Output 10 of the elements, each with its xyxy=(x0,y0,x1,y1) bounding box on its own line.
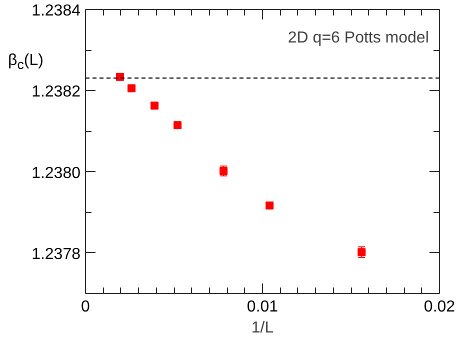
y-tick-label: 1.2380 xyxy=(32,164,81,182)
x-tick-label: 0.02 xyxy=(424,298,456,316)
y-tick-label: 1.2384 xyxy=(32,2,81,20)
annotation: 2D q=6 Potts model xyxy=(288,29,429,46)
y-tick-label: 1.2378 xyxy=(32,246,81,263)
x-tick-label: 0.01 xyxy=(246,298,278,316)
y-axis-title: β$_{c}$(L) xyxy=(8,52,44,72)
y-tick-label: 1.2382 xyxy=(32,84,81,101)
x-axis-title: 1/L xyxy=(251,320,274,336)
x-tick-label: 0 xyxy=(81,298,90,316)
